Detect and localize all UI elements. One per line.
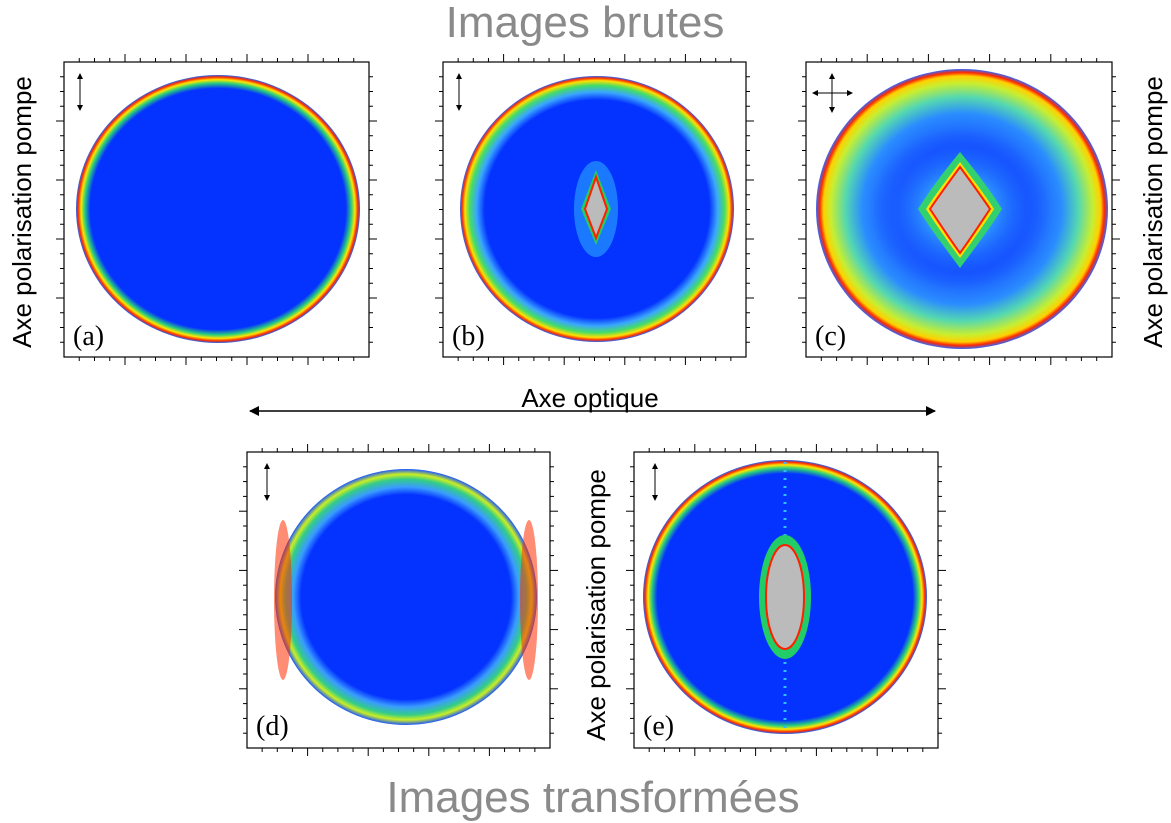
blob [765,544,805,650]
panel: (a) [63,61,370,358]
edge-highlight [274,520,292,680]
axis-label: Axe polarisation pompe [1138,76,1168,348]
panel: (b) [442,61,747,358]
axis-label: Axe optique [521,383,658,413]
panel-label: (e) [643,711,674,742]
image [275,469,537,725]
blob [583,173,609,241]
header-title: Images brutes [446,0,725,47]
image [76,75,360,343]
panel: (e) [633,451,939,749]
frame-ticks [56,54,1120,756]
panel: (d) [246,451,551,749]
axis-label: Axe polarisation pompe [581,469,611,741]
footer-title: Images transformées [386,773,799,822]
blob [928,165,992,255]
panel: (c) [805,61,1113,358]
panel-label: (b) [452,321,485,352]
panel-label: (a) [73,321,104,352]
panel-label: (c) [815,321,846,352]
panel-label: (d) [256,711,289,742]
edge-highlight [520,520,538,680]
axis-label: Axe polarisation pompe [7,76,37,348]
